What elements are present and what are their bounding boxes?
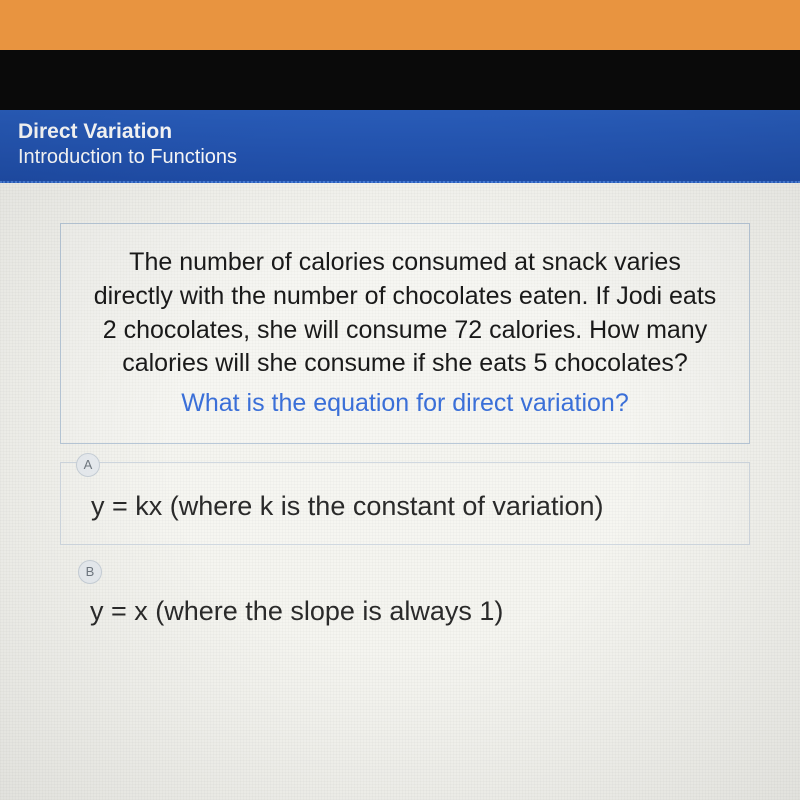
option-letter-badge: A (76, 453, 100, 477)
lesson-header: Direct Variation Introduction to Functio… (0, 110, 800, 183)
lesson-title: Direct Variation (18, 120, 782, 144)
answer-option-b[interactable]: y = x (where the slope is always 1) (60, 584, 750, 627)
option-text: y = x (where the slope is always 1) (90, 596, 720, 627)
question-prompt: What is the equation for direct variatio… (91, 387, 719, 421)
screen-area: Direct Variation Introduction to Functio… (0, 110, 800, 800)
answer-option-a[interactable]: A y = kx (where k is the constant of var… (60, 462, 750, 545)
lesson-subtitle: Introduction to Functions (18, 146, 782, 169)
option-letter-badge: B (78, 560, 102, 584)
content-area: The number of calories consumed at snack… (0, 183, 800, 627)
monitor-bezel: Direct Variation Introduction to Functio… (0, 50, 800, 800)
question-body: The number of calories consumed at snack… (91, 246, 719, 381)
option-text: y = kx (where k is the constant of varia… (91, 491, 719, 522)
question-box: The number of calories consumed at snack… (60, 223, 750, 444)
